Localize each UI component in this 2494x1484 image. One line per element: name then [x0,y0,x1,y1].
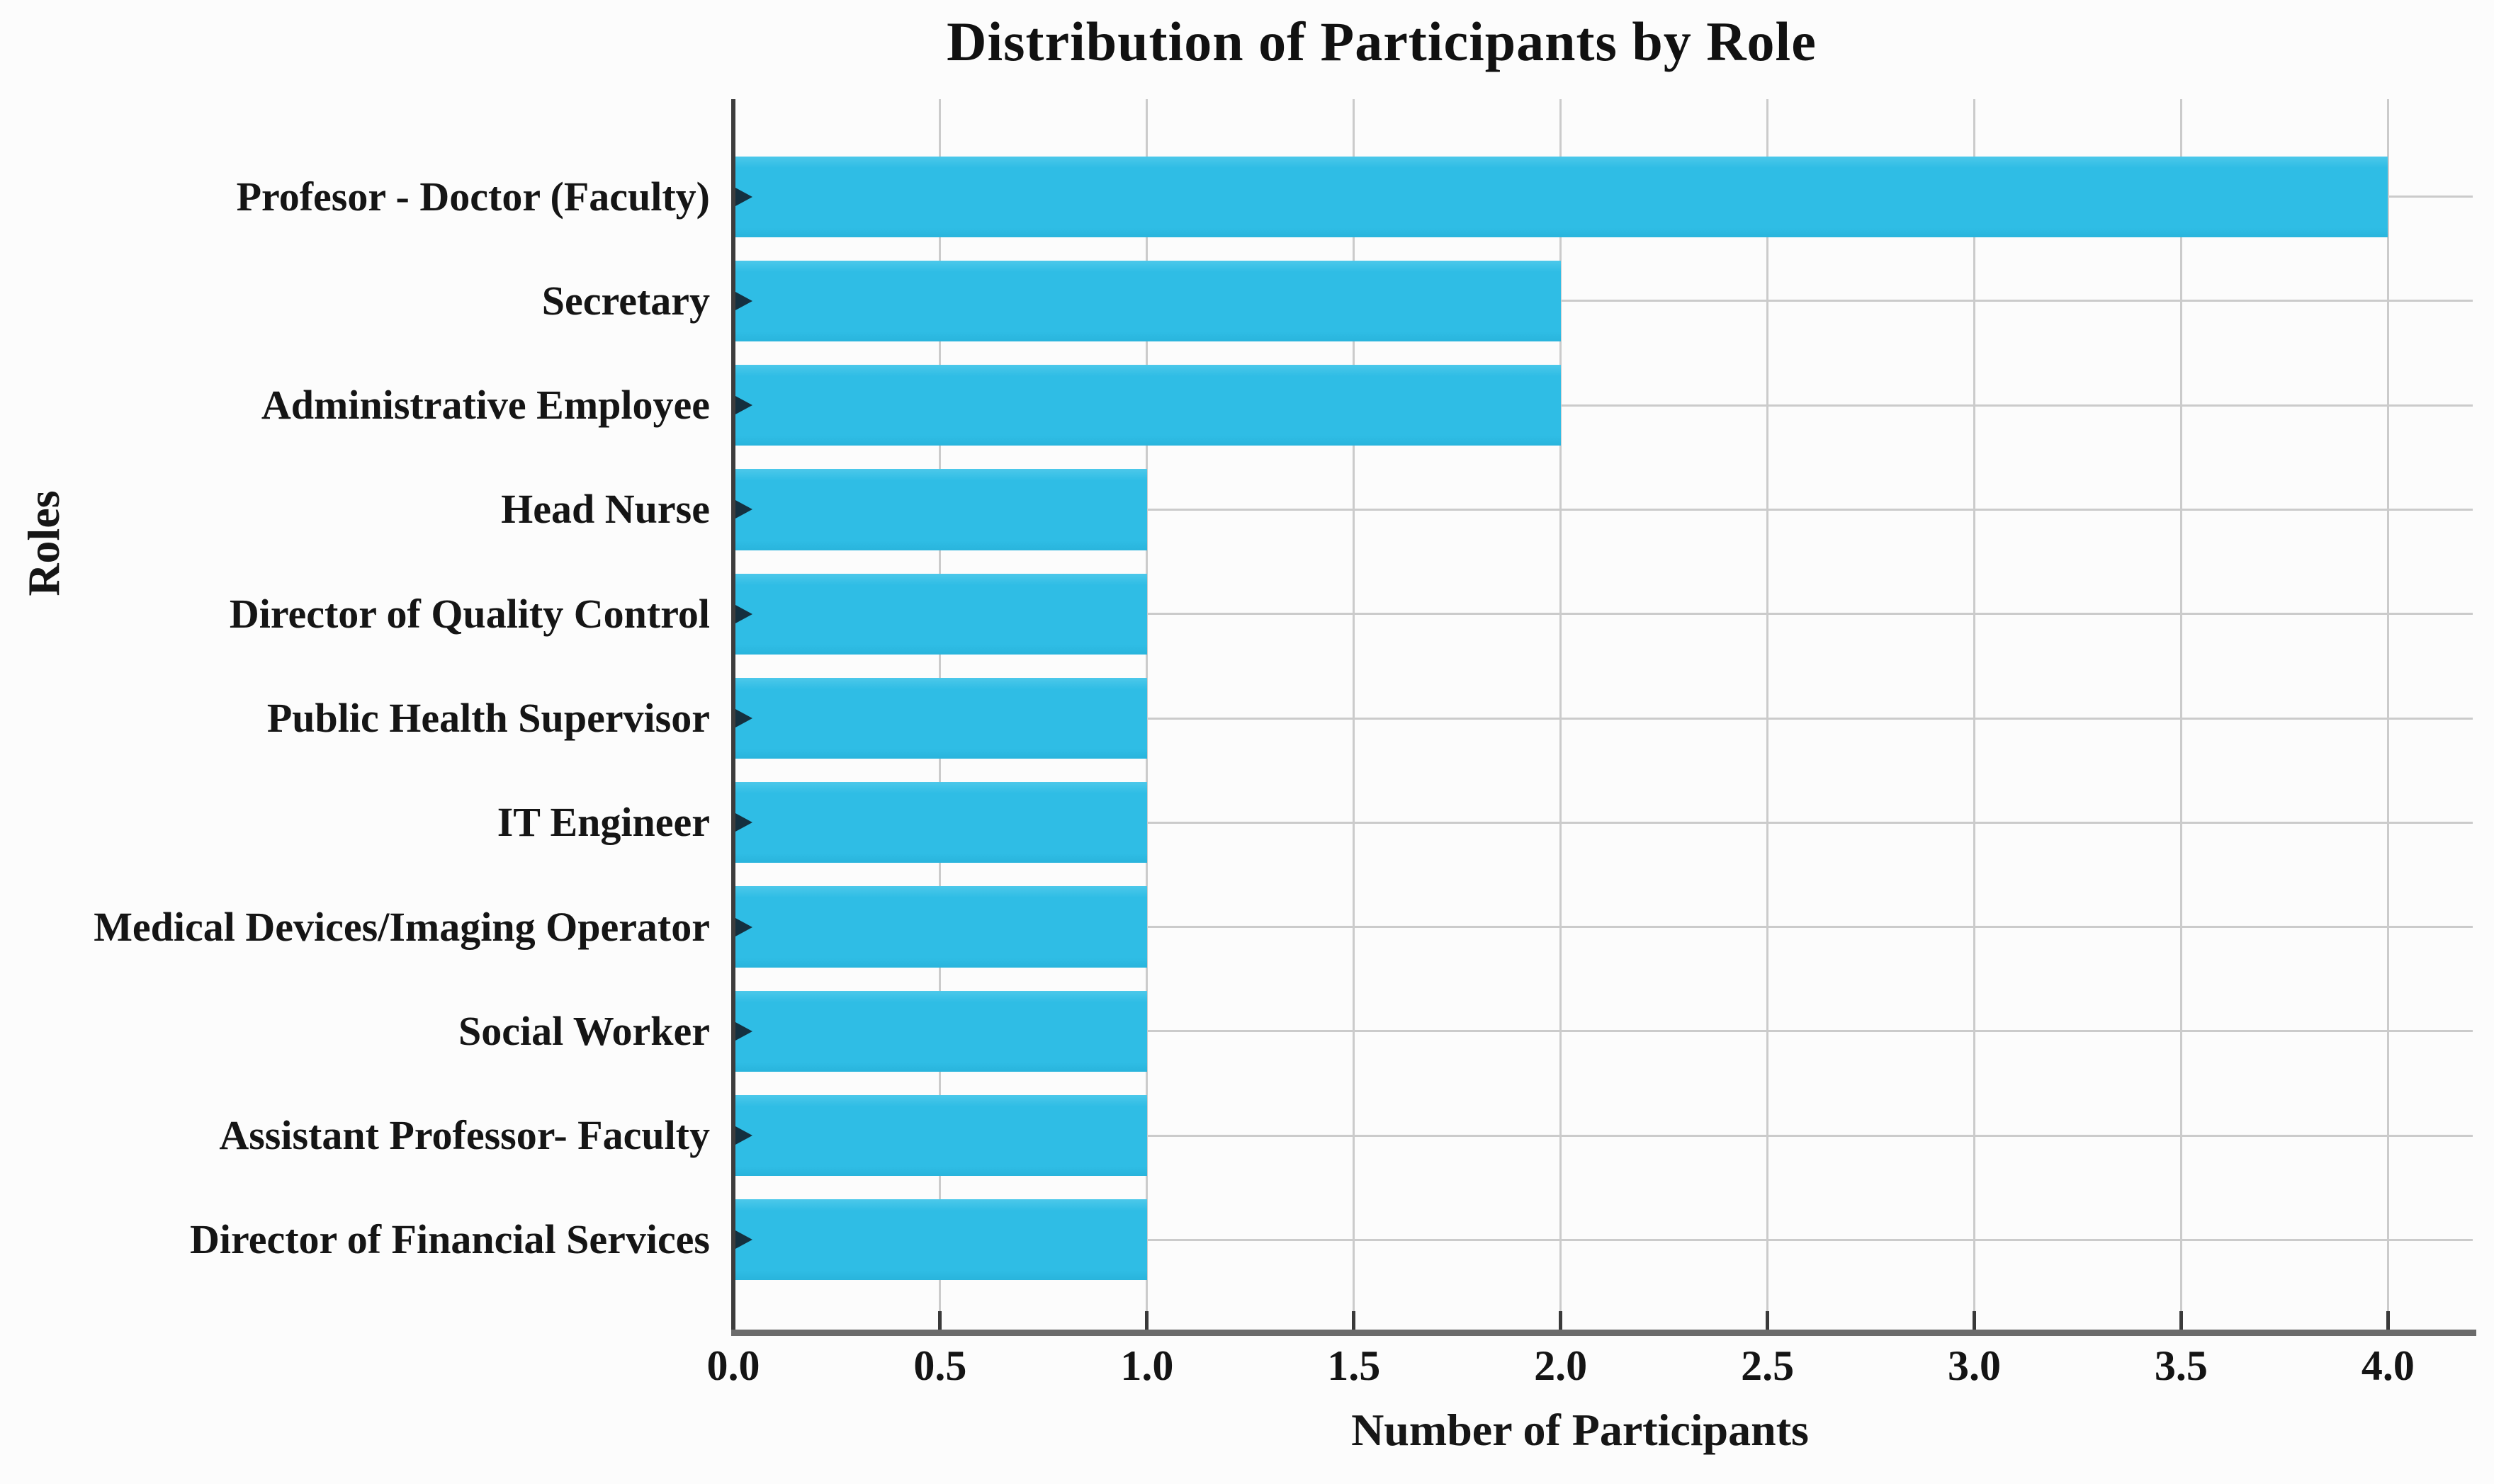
x-tick-mark [1766,1311,1770,1330]
category-label: Administrative Employee [261,382,710,429]
y-tick-mark [735,187,752,206]
x-tick-mark [2386,1311,2390,1330]
y-tick-mark [735,1021,752,1041]
category-label: Head Nurse [501,486,710,533]
category-label: Profesor - Doctor (Faculty) [236,173,710,220]
y-tick-mark [735,917,752,936]
x-axis-spine [731,1330,2476,1336]
category-label: Public Health Supervisor [266,695,710,741]
horizontal-gridline [733,508,2473,511]
category-label: Assistant Professor- Faculty [219,1112,710,1159]
x-tick-label: 2.5 [1741,1342,1795,1389]
y-axis-spine [731,99,735,1336]
x-tick-label: 0.0 [706,1342,760,1389]
bar-administrative-employee [733,365,1561,446]
horizontal-gridline [733,404,2473,407]
bar-secretary [733,260,1561,341]
bar-director-of-financial-services [733,1199,1147,1281]
x-tick-label: 3.5 [2154,1342,2208,1389]
y-tick-mark [735,604,752,623]
x-tick-mark [1559,1311,1563,1330]
x-tick-label: 2.0 [1534,1342,1588,1389]
bar-assistant-professor-faculty [733,1095,1147,1177]
chart-title: Distribution of Participants by Role [947,11,1817,72]
category-label: Director of Financial Services [190,1216,710,1263]
bar-head-nurse [733,469,1147,550]
x-tick-label: 0.5 [913,1342,967,1389]
vertical-gridline [2179,99,2182,1332]
x-tick-label: 1.0 [1120,1342,1174,1389]
category-label: Medical Devices/Imaging Operator [94,903,710,950]
x-tick-mark [1145,1311,1149,1330]
bar-director-of-quality-control [733,573,1147,655]
y-tick-mark [735,500,752,519]
x-tick-mark [2179,1311,2183,1330]
horizontal-gridline [733,1030,2473,1033]
x-tick-mark [938,1311,942,1330]
vertical-gridline [1353,99,1355,1332]
horizontal-gridline [733,613,2473,616]
category-label: Director of Quality Control [229,590,710,637]
bar-it-engineer [733,782,1147,863]
x-tick-mark [1352,1311,1356,1330]
horizontal-gridline [733,300,2473,302]
x-tick-label: 1.5 [1327,1342,1381,1389]
x-tick-mark [1972,1311,1976,1330]
y-tick-mark [735,291,752,310]
vertical-gridline [1559,99,1562,1332]
vertical-gridline [1973,99,1975,1332]
y-tick-mark [735,396,752,415]
bar-profesor-doctor-faculty- [733,156,2388,237]
vertical-gridline [1146,99,1149,1332]
horizontal-gridline [733,926,2473,929]
y-tick-mark [735,1230,752,1250]
category-label: IT Engineer [497,799,710,846]
vertical-gridline [1766,99,1769,1332]
horizontal-gridline [733,1238,2473,1241]
horizontal-gridline [733,717,2473,720]
horizontal-gridline [733,1134,2473,1137]
category-label: Secretary [541,277,710,324]
vertical-gridline [2386,99,2389,1332]
category-label: Social Worker [458,1007,710,1054]
bar-medical-devices-imaging-operator [733,886,1147,968]
bar-social-worker [733,990,1147,1072]
x-axis-label: Number of Participants [1351,1405,1809,1455]
x-tick-label: 3.0 [1947,1342,2001,1389]
plot-area [733,99,2473,1332]
x-tick-label: 4.0 [2361,1342,2415,1389]
y-tick-mark [735,709,752,727]
bar-public-health-supervisor [733,677,1147,759]
horizontal-gridline [733,821,2473,824]
y-tick-mark [735,1126,752,1145]
y-tick-mark [735,813,752,832]
